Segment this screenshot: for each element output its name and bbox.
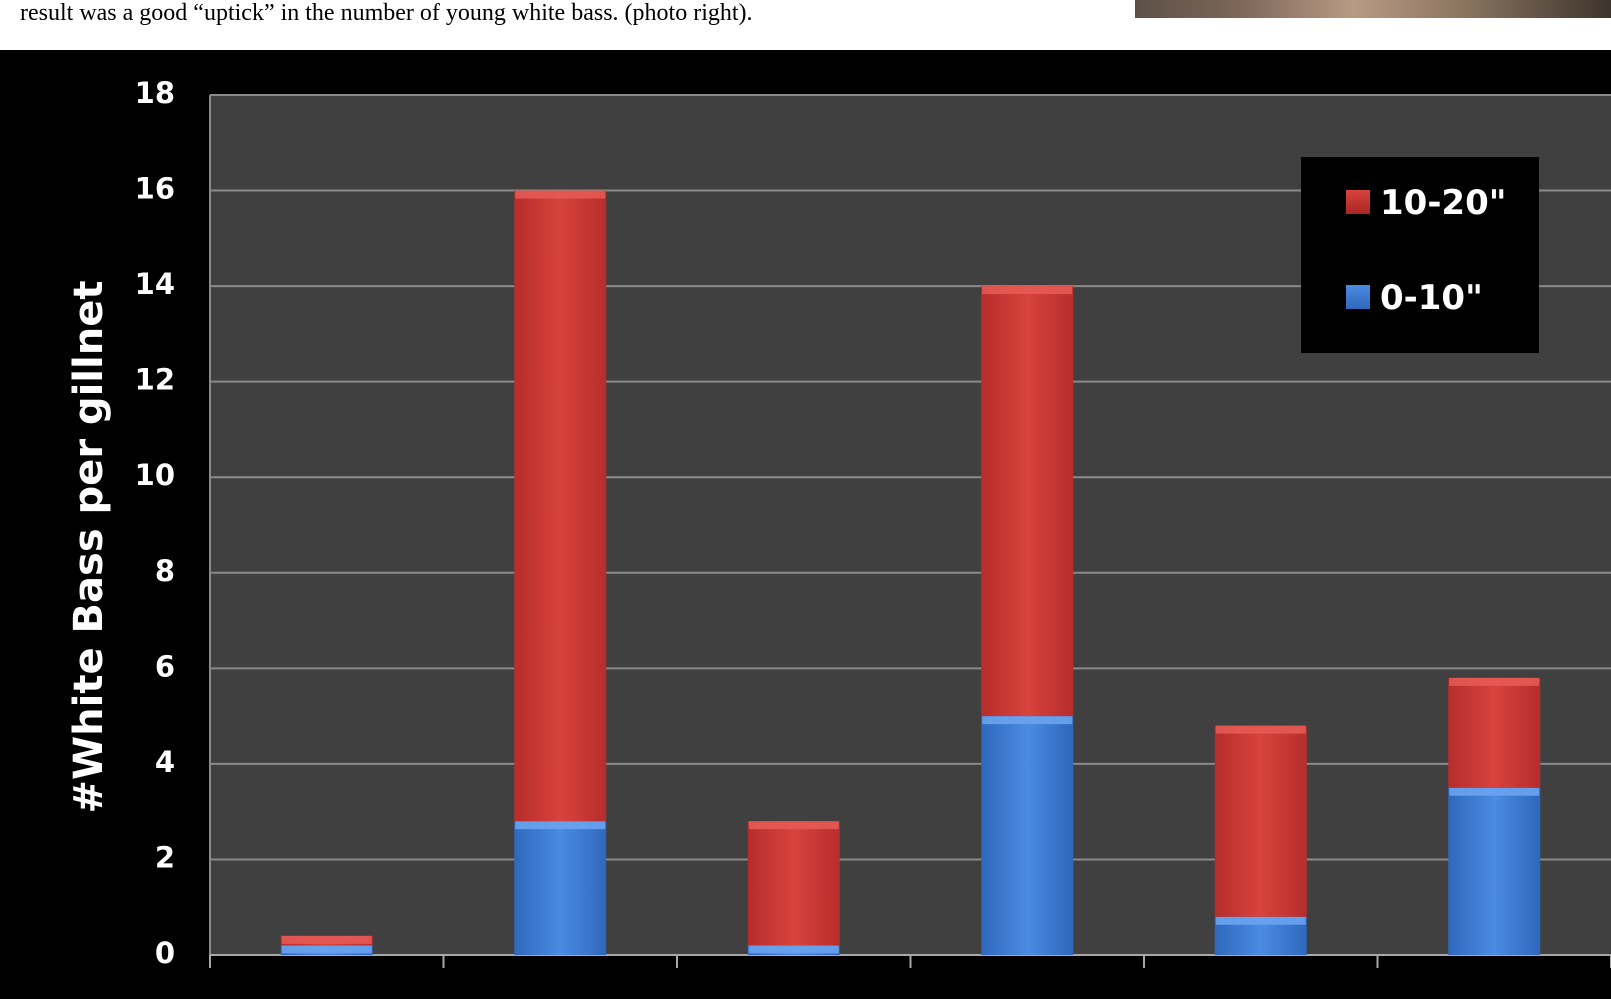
bars — [280, 190, 1541, 955]
bar-10-20-top-bevel — [1449, 677, 1540, 686]
bar-0-10-fill — [1448, 787, 1541, 955]
legend-label-10-20: 10-20" — [1380, 183, 1506, 223]
bar-segment-10-20 — [514, 190, 607, 822]
y-tick-label-6: 6 — [155, 649, 175, 683]
legend-box — [1301, 157, 1539, 353]
bar-10-20-top-bevel — [982, 286, 1073, 295]
y-axis-title: #White Bass per gillnet — [66, 281, 112, 814]
bar-10-20-top-bevel — [515, 190, 606, 199]
legend-label-0-10: 0-10" — [1380, 278, 1483, 318]
bar-10-20-top-bevel — [281, 935, 372, 944]
bar-segment-10-20 — [280, 935, 373, 946]
y-tick-label-2: 2 — [155, 840, 175, 874]
legend-swatch-0-10 — [1346, 285, 1370, 309]
bar-segment-0-10 — [514, 821, 607, 955]
bar-segment-0-10 — [1214, 916, 1307, 955]
y-tick-label-0: 0 — [155, 936, 175, 970]
y-tick-label-12: 12 — [135, 363, 175, 397]
bar-10-20-fill — [981, 286, 1074, 717]
bar-segment-10-20 — [1214, 725, 1307, 917]
bar-10-20-top-bevel — [1215, 725, 1306, 734]
bar-0-10-top-bevel — [1449, 787, 1540, 796]
bar-10-20-fill — [1448, 677, 1541, 788]
caption-text: result was a good “uptick” in the number… — [20, 0, 753, 26]
bar-segment-0-10 — [1448, 787, 1541, 955]
photo-right-crop — [1135, 0, 1611, 18]
bar-0-10-top-bevel — [982, 716, 1073, 725]
bar-0-10-top-bevel — [515, 821, 606, 830]
bar-segment-0-10 — [981, 716, 1074, 955]
y-tick-label-14: 14 — [135, 267, 175, 301]
bar-0-10-fill — [514, 821, 607, 955]
bar-0-10-fill — [981, 716, 1074, 955]
bar-segment-10-20 — [747, 821, 840, 946]
y-tick-label-18: 18 — [135, 76, 175, 110]
bar-segment-10-20 — [981, 286, 1074, 717]
bar-10-20-fill — [514, 190, 607, 822]
bar-segment-10-20 — [1448, 677, 1541, 788]
bar-0-10-top-bevel — [281, 945, 372, 954]
y-axis-ticks: 0 2 4 6 8 10 12 14 16 18 — [135, 76, 175, 970]
stacked-bar-chart: 0 2 4 6 8 10 12 14 16 18 #White Bass per gillnet … — [0, 50, 1611, 999]
y-tick-label-16: 16 — [135, 172, 175, 206]
document-caption-strip: result was a good “uptick” in the number… — [0, 0, 1611, 50]
bar-segment-0-10 — [747, 945, 840, 955]
bar-10-20-fill — [1214, 725, 1307, 917]
bar-0-10-top-bevel — [748, 945, 839, 954]
y-tick-label-4: 4 — [155, 745, 175, 779]
legend: 10-20" 0-10" — [1301, 157, 1539, 353]
legend-swatch-10-20 — [1346, 190, 1370, 214]
x-axis-ticks — [209, 955, 1611, 968]
bar-10-20-fill — [747, 821, 840, 946]
bar-10-20-top-bevel — [748, 821, 839, 830]
y-tick-label-10: 10 — [135, 458, 175, 492]
bar-segment-0-10 — [280, 945, 373, 955]
y-tick-label-8: 8 — [155, 554, 175, 588]
bar-0-10-top-bevel — [1215, 916, 1306, 925]
